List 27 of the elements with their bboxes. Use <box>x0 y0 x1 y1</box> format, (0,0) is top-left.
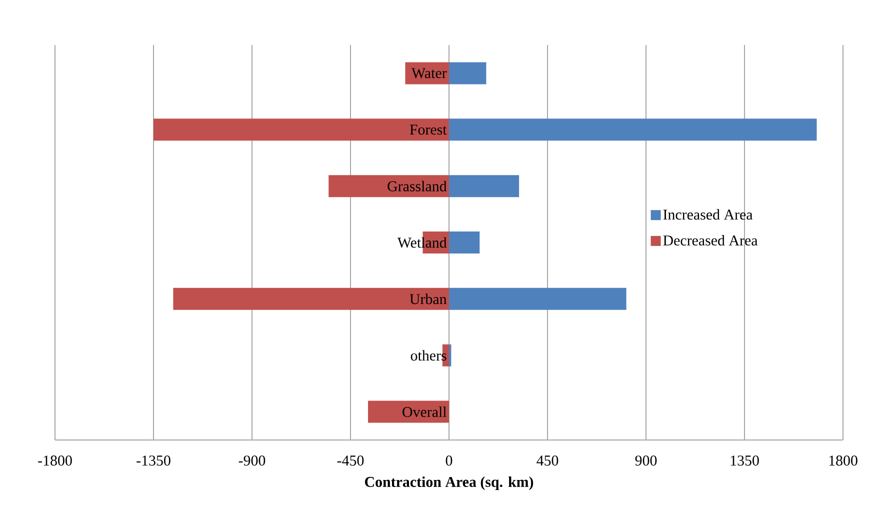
y-tick-label: Overall <box>402 406 446 418</box>
x-tick-label: -1800 <box>38 456 72 466</box>
y-tick-label: Water <box>412 68 447 78</box>
bar <box>449 288 626 310</box>
x-tick-label: -900 <box>238 456 266 466</box>
bar <box>154 118 450 141</box>
x-tick-label: 1350 <box>730 456 759 466</box>
x-tick-label: -1350 <box>136 456 170 466</box>
bar <box>173 288 450 310</box>
bar <box>449 118 817 141</box>
x-tick-label: 1800 <box>829 456 858 466</box>
y-tick-label: Grassland <box>388 180 447 192</box>
y-tick-label: Forest <box>410 124 447 135</box>
x-tick-label: 450 <box>536 456 558 466</box>
legend-label: Decreased Area <box>663 235 758 246</box>
x-tick-label: 900 <box>635 456 657 466</box>
bar <box>449 62 486 84</box>
bar <box>449 232 480 254</box>
bar <box>405 62 450 84</box>
x-tick-label: 0 <box>446 456 452 466</box>
bar <box>328 175 450 198</box>
x-tick-label: -450 <box>337 456 364 466</box>
x-axis-title: Contraction Area (sq. km) <box>364 476 534 490</box>
bar <box>449 175 520 198</box>
legend-label: Increased Area <box>663 209 753 220</box>
bar <box>368 400 450 423</box>
y-tick-label: Urban <box>410 294 447 304</box>
